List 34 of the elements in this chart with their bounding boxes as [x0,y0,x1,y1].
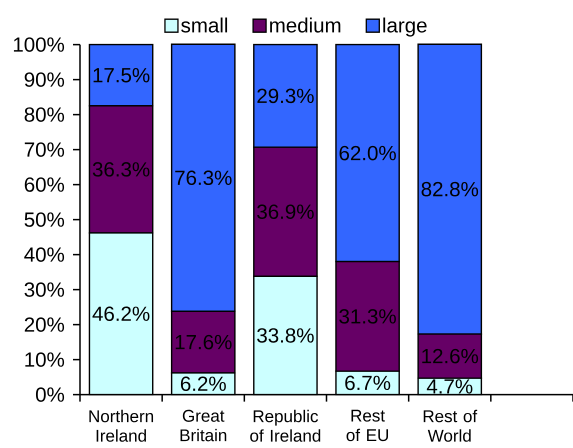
data-label: 36.9% [257,204,314,219]
data-label: 46.2% [92,306,150,322]
data-label: 31.3% [339,309,396,324]
legend-label: small [181,18,228,33]
legend-label: large [383,18,427,37]
data-label: 6.7% [345,376,390,390]
y-tick-label: 100% [14,37,64,52]
x-tick-label: Republic of Ireland [250,410,320,442]
y-tick-label: 40% [24,247,64,262]
y-tick-label: 20% [24,317,64,332]
y-tick-label: 10% [25,352,64,367]
data-label: 62.0% [340,146,396,160]
x-tick-label: Rest of World [424,410,478,442]
data-label: 12.6% [422,348,478,364]
y-tick-label: 50% [24,212,64,227]
legend-label: medium [270,18,340,33]
y-tick-label: 0% [36,387,64,402]
y-tick-label: 90% [24,72,64,87]
data-label: 4.7% [426,379,472,394]
data-label: 33.8% [257,328,314,343]
y-tick-label: 80% [24,107,64,122]
x-tick-label: Northern Ireland [89,410,154,442]
data-label: 36.3% [92,162,150,177]
data-label: 82.8% [422,182,478,196]
data-label: 17.6% [176,334,232,350]
data-label: 76.3% [175,170,232,186]
x-tick-label: Great Britain [180,410,226,442]
x-tick-label: Rest of EU [346,410,388,442]
data-label: 6.2% [180,376,226,392]
y-tick-label: 70% [24,142,64,157]
data-label: 17.5% [94,68,150,82]
data-label: 29.3% [257,88,314,104]
y-tick-label: 60% [24,177,64,192]
y-tick-label: 30% [24,282,64,297]
